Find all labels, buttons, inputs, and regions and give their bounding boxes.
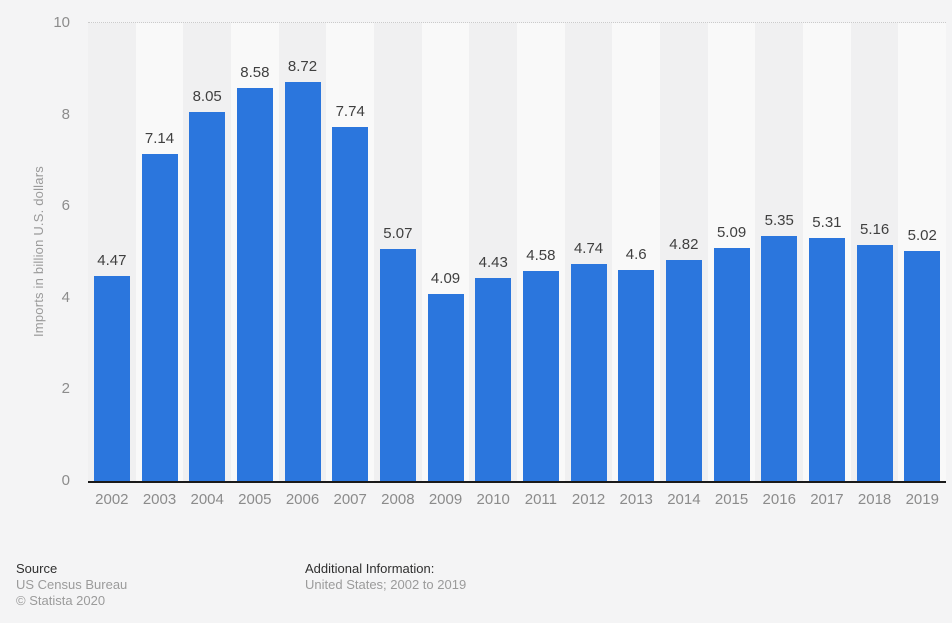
bar (522, 271, 559, 481)
y-tick-label: 8 (61, 105, 70, 123)
bar-value-label: 4.09 (430, 269, 461, 287)
x-tick-label: 2009 (428, 491, 463, 508)
bar-value-label: 7.14 (144, 130, 175, 147)
x-tick-label: 2019 (905, 491, 939, 508)
bar (713, 247, 750, 481)
bar-value-label: 5.02 (907, 227, 937, 245)
bar-value-label: 5.16 (859, 220, 890, 238)
additional-info-heading: Additional Information: (305, 561, 435, 576)
x-tick-label: 2006 (285, 491, 320, 508)
bar (93, 276, 130, 481)
copyright-notice: © Statista 2020 (16, 593, 106, 608)
x-tick-label: 2014 (667, 491, 701, 508)
x-tick-label: 2002 (95, 491, 129, 508)
bar-column: 7.74 (326, 23, 375, 481)
bar (856, 244, 893, 481)
x-tick-label: 2011 (524, 491, 558, 508)
bar-column: 4.74 (564, 23, 613, 481)
bar-column: 8.05 (183, 23, 232, 481)
x-tick-label: 2017 (810, 491, 844, 508)
y-axis-tick-labels: 0 2 4 6 8 10 (0, 14, 70, 489)
y-tick-label: 6 (61, 197, 70, 215)
bar (141, 154, 178, 481)
x-tick-label: 2015 (714, 491, 749, 508)
bar (379, 248, 416, 481)
bar-column: 8.58 (231, 23, 279, 481)
bar (284, 81, 321, 481)
bar-column: 4.6 (612, 23, 661, 481)
bar-value-label: 4.6 (625, 246, 647, 264)
bar-column: 5.02 (898, 23, 947, 481)
bar (332, 126, 369, 481)
chart-footer: Source US Census Bureau © Statista 2020 … (16, 560, 936, 609)
source-heading: Source (16, 561, 58, 576)
x-tick-label: 2018 (857, 491, 892, 508)
bar-value-label: 5.31 (812, 213, 842, 231)
bar-column: 7.14 (135, 23, 184, 481)
bar-column: 5.07 (374, 23, 422, 481)
x-tick-label: 2012 (571, 491, 606, 508)
bar-value-label: 8.58 (240, 64, 270, 82)
bar-column: 8.72 (278, 23, 327, 481)
bar (618, 270, 655, 481)
bar-value-label: 5.07 (383, 224, 413, 242)
plot-area: 4.47 7.14 8.05 8.58 8.72 7.74 5.07 4.09 4.43 4.58… (88, 22, 947, 483)
source-block: Source US Census Bureau © Statista 2020 (16, 560, 305, 609)
bar-value-label: 7.74 (335, 102, 365, 120)
additional-info-block: Additional Information: United States; 2… (305, 560, 466, 593)
bar (189, 112, 226, 481)
x-tick-label: 2004 (190, 491, 224, 508)
bar (427, 293, 464, 481)
x-tick-label: 2013 (619, 491, 653, 508)
additional-info-text: United States; 2002 to 2019 (305, 577, 467, 592)
bar-column: 5.35 (755, 23, 804, 481)
bar-value-label: 4.74 (573, 239, 604, 257)
bar-column: 4.43 (469, 23, 518, 481)
bar-column: 5.09 (707, 23, 756, 481)
x-tick-label: 2016 (762, 491, 796, 508)
source-name: US Census Bureau (16, 577, 128, 592)
bar-value-label: 4.43 (478, 254, 508, 272)
bar-value-label: 8.05 (192, 88, 222, 106)
y-tick-label: 0 (61, 472, 70, 489)
bar (808, 237, 845, 481)
bar-value-label: 4.58 (526, 247, 556, 265)
bar-column: 5.31 (803, 23, 851, 481)
bar (665, 260, 702, 481)
bar (570, 263, 607, 481)
x-axis-tick-labels: 2002 2003 2004 2005 2006 2007 2008 2009 2010 2011… (88, 491, 946, 511)
y-tick-label: 10 (53, 14, 70, 31)
y-tick-label: 4 (61, 288, 70, 306)
bar-value-label: 5.09 (716, 223, 747, 241)
bar (236, 88, 273, 481)
bar-value-label: 8.72 (287, 57, 318, 75)
bar-column: 4.58 (517, 23, 565, 481)
x-tick-label: 2007 (333, 491, 367, 508)
bar (904, 251, 941, 481)
bar (761, 235, 798, 481)
bar-value-label: 4.47 (97, 252, 127, 270)
bar-column: 4.47 (88, 23, 136, 481)
bar-value-label: 5.35 (764, 211, 794, 229)
x-tick-label: 2008 (381, 491, 415, 508)
y-tick-label: 2 (61, 380, 70, 398)
bar-value-label: 4.82 (669, 236, 699, 254)
bar-column: 5.16 (850, 23, 899, 481)
x-tick-label: 2003 (142, 491, 177, 508)
bar-column: 4.82 (660, 23, 708, 481)
bar-column: 4.09 (421, 23, 470, 481)
x-tick-label: 2010 (476, 491, 510, 508)
bar (475, 278, 512, 481)
x-tick-label: 2005 (238, 491, 272, 508)
